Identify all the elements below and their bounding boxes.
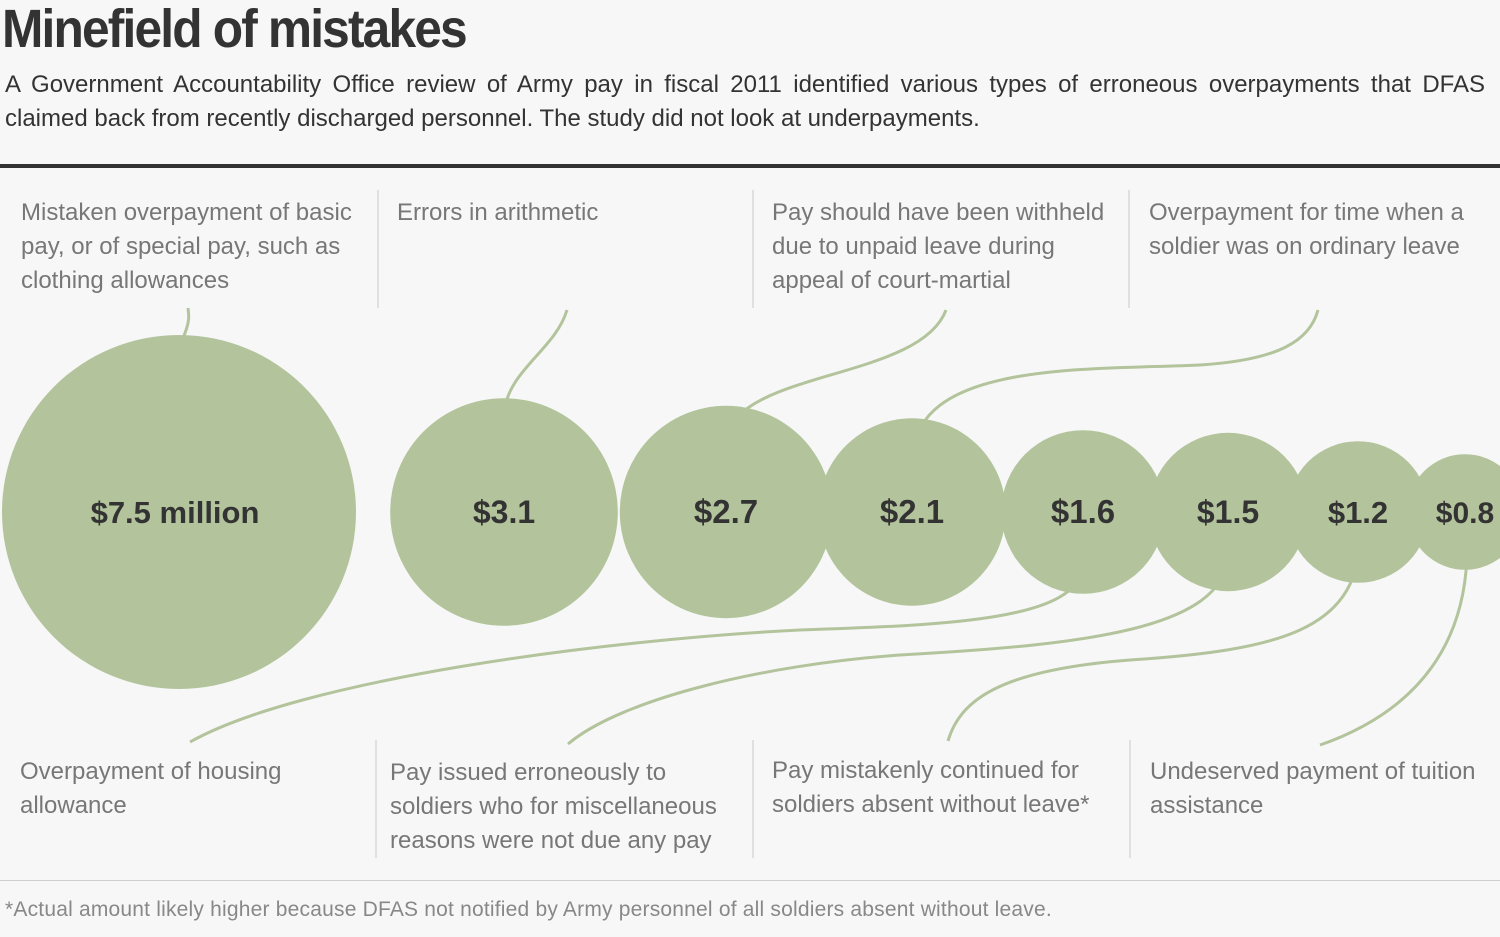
top-label-basic-pay: Mistaken overpayment of basic pay, or of… [21, 199, 352, 294]
bubble-value-label: $7.5 million [91, 495, 260, 530]
bubble-value-label: $3.1 [473, 494, 535, 530]
bubble-mark [390, 398, 618, 626]
bubble-mark [2, 335, 356, 689]
top-column-divider [1128, 190, 1130, 308]
chart-title: Minefield of mistakes [2, 0, 468, 59]
top-label-court-martial: Pay should have been withheld due to unp… [772, 199, 1105, 294]
connector-line [1319, 537, 1469, 747]
top-label-arithmetic: Errors in arithmetic [397, 199, 599, 226]
bottom-label-housing: Overpayment of housing allowance [20, 758, 282, 819]
bubble-mark [1001, 430, 1165, 594]
bottom-column-divider [375, 740, 377, 858]
bubble-mark [1287, 441, 1429, 583]
connector-line [946, 541, 1362, 742]
bubble-value-label: $1.2 [1328, 495, 1388, 530]
bottom-divider-rule [0, 880, 1500, 881]
connector-line [181, 307, 191, 339]
connector-line [567, 554, 1230, 746]
bubble-value-label: $2.1 [880, 493, 944, 530]
connector-lines [181, 307, 1469, 747]
top-divider-rule [0, 164, 1500, 168]
bottom-label-misc-pay: Pay issued erroneously to soldiers who f… [390, 759, 717, 854]
bubble-value-label: $1.5 [1197, 494, 1259, 530]
bubble-value-label: $2.7 [694, 493, 758, 530]
bubbles-group: $7.5 million $3.1 $2.7 $2.1 $1.6 $1.5 $1.2 $0.8 [2, 335, 1500, 689]
bubble-mark [619, 405, 833, 619]
top-column-divider [377, 190, 379, 308]
connector-line [912, 309, 1320, 453]
bottom-label-awol: Pay mistakenly continued for soldiers ab… [772, 757, 1090, 818]
bubble-value-label: $0.8 [1436, 497, 1494, 530]
chart-subtitle: A Government Accountability Office revie… [5, 71, 1485, 132]
top-label-ordinary-leave: Overpayment for time when a soldier was … [1149, 199, 1464, 260]
bottom-column-divider [752, 740, 754, 858]
bubble-mark [1148, 432, 1308, 592]
bubble-value-label: $1.6 [1051, 493, 1115, 530]
top-column-divider [752, 190, 754, 308]
connector-line [189, 564, 1085, 744]
connector-line [502, 309, 569, 414]
bottom-label-tuition: Undeserved payment of tuition assistance [1150, 758, 1476, 819]
footnote: *Actual amount likely higher because DFA… [5, 898, 1052, 921]
bubble-mark [818, 418, 1006, 606]
bubble-mark [1407, 454, 1500, 570]
bottom-column-divider [1129, 740, 1131, 858]
